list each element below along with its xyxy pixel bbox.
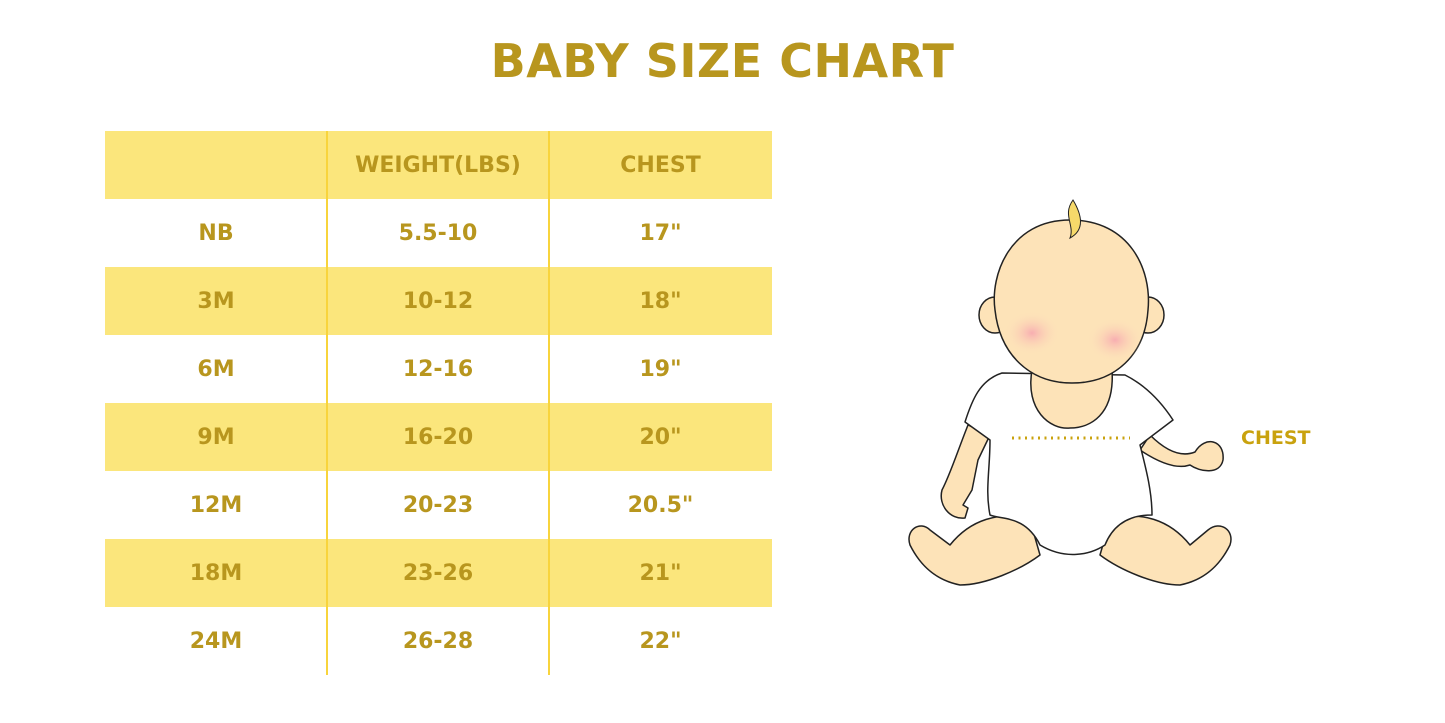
- chest-cell: 21": [639, 560, 682, 586]
- table-header-row: WEIGHT(LBS) CHEST: [105, 131, 772, 199]
- chest-cell: 18": [639, 288, 682, 314]
- weight-cell: 5.5-10: [398, 220, 478, 246]
- size-cell: 18M: [189, 560, 243, 586]
- table-row: 6M 12-16 19": [105, 335, 772, 403]
- table-row: NB 5.5-10 17": [105, 199, 772, 267]
- table-row: 18M 23-26 21": [105, 539, 772, 607]
- size-cell: 24M: [189, 628, 243, 654]
- table-row: 12M 20-23 20.5": [105, 471, 772, 539]
- table-row: 9M 16-20 20": [105, 403, 772, 471]
- table-row: 3M 10-12 18": [105, 267, 772, 335]
- header-size: [105, 131, 327, 199]
- size-table: WEIGHT(LBS) CHEST NB 5.5-10 17" 3M 10-12…: [105, 131, 772, 675]
- chest-cell: 22": [639, 628, 682, 654]
- table-row: 24M 26-28 22": [105, 607, 772, 675]
- chest-cell: 19": [639, 356, 682, 382]
- column-divider: [548, 131, 550, 675]
- size-cell: 3M: [197, 288, 235, 314]
- size-cell: 12M: [189, 492, 243, 518]
- weight-cell: 16-20: [402, 424, 474, 450]
- header-weight: WEIGHT(LBS): [355, 152, 521, 178]
- weight-cell: 10-12: [402, 288, 474, 314]
- chest-label: CHEST: [1241, 427, 1311, 449]
- weight-cell: 20-23: [402, 492, 474, 518]
- size-cell: 6M: [197, 356, 235, 382]
- weight-cell: 12-16: [402, 356, 474, 382]
- chest-cell: 20": [639, 424, 682, 450]
- chest-cell: 17": [639, 220, 682, 246]
- column-divider: [326, 131, 328, 675]
- chest-cell: 20.5": [627, 492, 694, 518]
- header-chest: CHEST: [620, 152, 701, 178]
- page-title: BABY SIZE CHART: [490, 34, 955, 88]
- weight-cell: 26-28: [402, 628, 474, 654]
- weight-cell: 23-26: [402, 560, 474, 586]
- size-cell: 9M: [197, 424, 235, 450]
- baby-illustration-icon: [908, 199, 1232, 586]
- size-cell: NB: [198, 220, 234, 246]
